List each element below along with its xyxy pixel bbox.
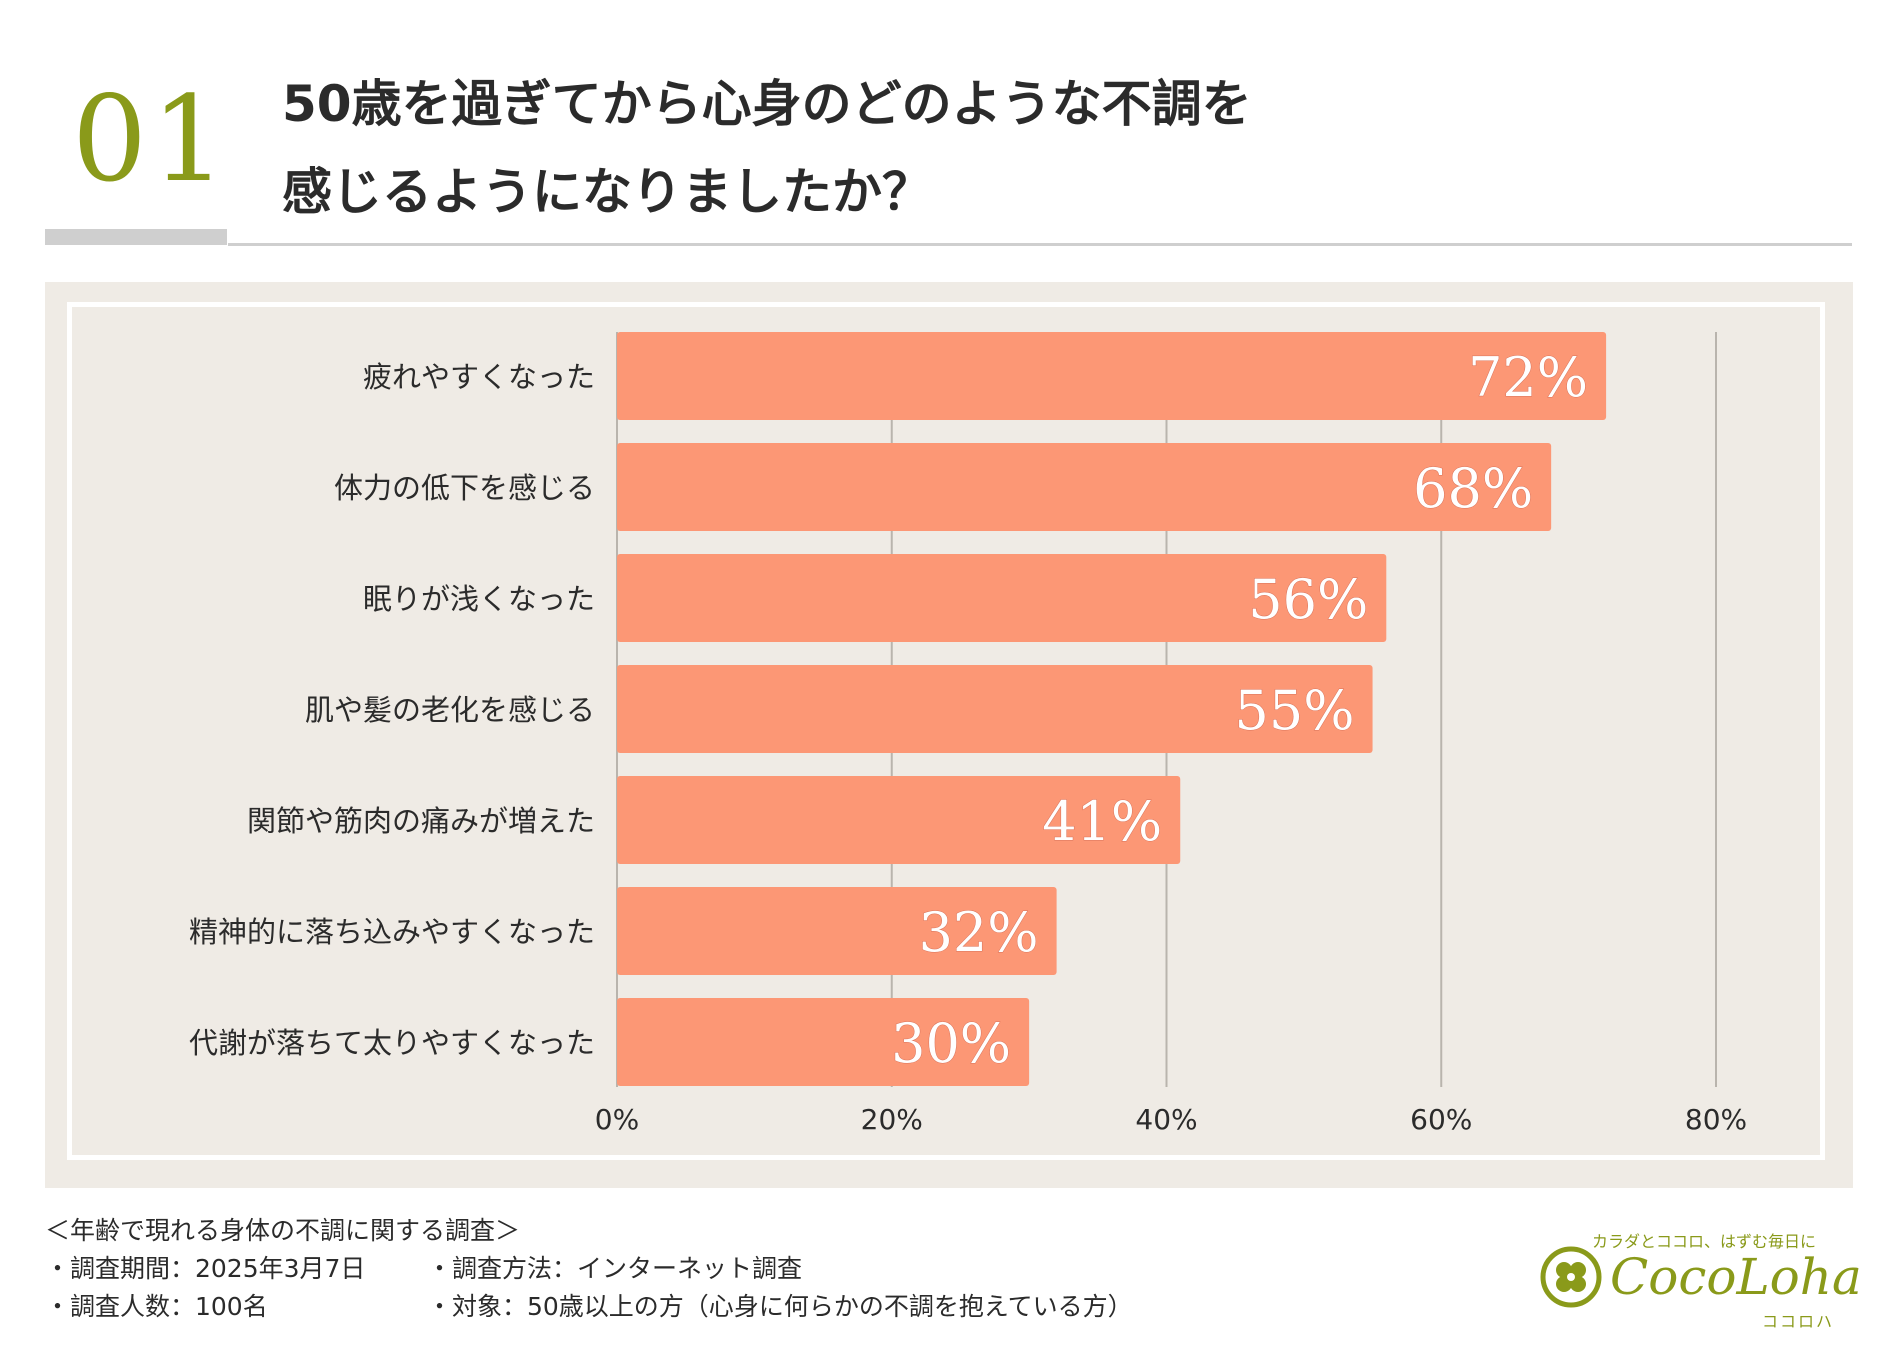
bar-chart: 0% 20% 40% 60% 80% 疲れやすくなった 72% 体力の低下を感じる 68% 眠りが…: [189, 332, 1747, 1136]
logo-brand-kana: ココロハ: [1762, 1312, 1835, 1331]
bar-6: [617, 887, 1057, 975]
title-divider: [228, 243, 1852, 246]
survey-method: ・調査方法：インターネット調査: [427, 1254, 803, 1283]
category-label: 関節や筋肉の痛みが増えた: [247, 804, 595, 838]
title-accent-rule: [45, 229, 227, 245]
data-label: 30%: [891, 1012, 1011, 1075]
category-label: 肌や髪の老化を感じる: [305, 693, 595, 727]
data-label: 68%: [1413, 457, 1533, 520]
x-tick-label: 40%: [1135, 1103, 1197, 1136]
data-label: 41%: [1042, 790, 1162, 853]
data-label: 72%: [1468, 346, 1588, 409]
x-tick-label: 20%: [861, 1103, 923, 1136]
survey-target: ・対象：50歳以上の方（心身に何らかの不調を抱えている方）: [427, 1292, 1133, 1321]
data-label: 56%: [1248, 568, 1368, 631]
data-label: 32%: [919, 901, 1039, 964]
bar-3: [617, 554, 1387, 642]
survey-period: ・調査期間：2025年3月7日: [45, 1254, 366, 1283]
category-label: 代謝が落ちて太りやすくなった: [189, 1026, 595, 1060]
chart-frame: [67, 302, 1825, 1160]
title-line-2: 感じるようになりましたか？: [282, 163, 932, 221]
category-label: 精神的に落ち込みやすくなった: [189, 915, 595, 949]
category-label: 体力の低下を感じる: [334, 471, 595, 505]
chart-panel: 0% 20% 40% 60% 80% 疲れやすくなった 72% 体力の低下を感じる 68% 眠りが…: [45, 282, 1853, 1188]
title-line-1: 50歳を過ぎてから心身のどのような不調を: [282, 75, 1252, 133]
survey-respondents: ・調査人数：100名: [45, 1292, 268, 1321]
bar-7: [617, 998, 1030, 1086]
bar-1: [617, 332, 1607, 420]
clover-icon: [1540, 1246, 1602, 1308]
x-tick-label: 60%: [1410, 1103, 1472, 1136]
brand-logo: カラダとココロ、はずむ毎日に CocoLoha ココロハ: [1540, 1222, 1862, 1332]
category-label: 眠りが浅くなった: [363, 582, 595, 616]
x-tick-label: 80%: [1685, 1103, 1747, 1136]
category-label: 疲れやすくなった: [363, 360, 595, 394]
question-number: 01: [72, 70, 231, 208]
survey-title: ＜年齢で現れる身体の不調に関する調査＞: [45, 1216, 521, 1245]
bar-4: [617, 665, 1373, 753]
data-label: 55%: [1235, 679, 1355, 742]
survey-footer: ＜年齢で現れる身体の不調に関する調査＞ ・調査期間：2025年3月7日 ・調査方…: [45, 1212, 1133, 1326]
x-tick-label: 0%: [595, 1103, 639, 1136]
bar-2: [617, 443, 1552, 531]
logo-tagline: カラダとココロ、はずむ毎日に: [1592, 1232, 1817, 1251]
logo-brand: CocoLoha: [1610, 1248, 1862, 1306]
page-title: 50歳を過ぎてから心身のどのような不調を 感じるようになりましたか？: [282, 60, 1762, 236]
bar-5: [617, 776, 1181, 864]
